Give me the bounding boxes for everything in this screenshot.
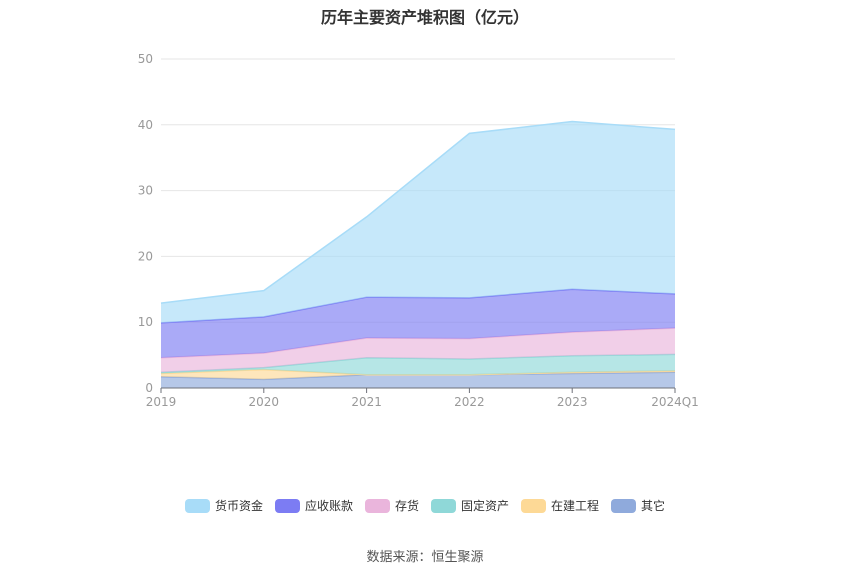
legend-item[interactable]: 应收账款 bbox=[274, 497, 353, 514]
legend-swatch bbox=[521, 498, 547, 513]
legend-item[interactable]: 存货 bbox=[364, 497, 419, 514]
legend-item[interactable]: 固定资产 bbox=[431, 497, 509, 514]
x-tick-label: 2019 bbox=[146, 395, 177, 409]
data-source-text: 数据来源：恒生聚源 bbox=[366, 550, 484, 565]
chart-legend: 货币资金 应收账款 存货 固定资产 在建工程 其它 bbox=[0, 497, 850, 514]
x-tick-label: 2021 bbox=[351, 395, 382, 409]
legend-swatch bbox=[184, 498, 210, 513]
y-tick-label: 10 bbox=[138, 315, 153, 329]
area-series-固定资产 bbox=[161, 354, 675, 375]
chart-title: 历年主要资产堆积图（亿元） bbox=[320, 8, 529, 27]
legend-label: 在建工程 bbox=[551, 499, 600, 513]
legend-label: 应收账款 bbox=[304, 499, 353, 513]
y-tick-label: 50 bbox=[138, 52, 153, 66]
x-tick-label: 2024Q1 bbox=[651, 395, 699, 409]
legend-swatch bbox=[364, 498, 390, 513]
legend-swatch bbox=[274, 498, 300, 513]
area-series-在建工程 bbox=[161, 369, 675, 380]
legend-item[interactable]: 货币资金 bbox=[184, 497, 263, 514]
x-tick-label: 2020 bbox=[249, 395, 280, 409]
y-tick-label: 20 bbox=[138, 249, 153, 263]
legend-item[interactable]: 在建工程 bbox=[521, 497, 599, 514]
area-series-应收账款 bbox=[161, 289, 675, 358]
legend-label: 固定资产 bbox=[461, 499, 510, 513]
area-series-group bbox=[160, 120, 676, 388]
area-line-货币资金 bbox=[160, 120, 676, 304]
x-axis-ticks: 2019 2020 2021 2022 2023 2024Q1 bbox=[146, 388, 699, 409]
legend-item[interactable]: 其它 bbox=[611, 497, 665, 514]
y-tick-label: 0 bbox=[145, 381, 153, 395]
x-tick-label: 2023 bbox=[557, 395, 588, 409]
legend-label: 货币资金 bbox=[214, 499, 263, 513]
area-series-存货 bbox=[161, 328, 675, 373]
legend-label: 存货 bbox=[394, 499, 419, 513]
legend-swatch bbox=[431, 498, 456, 513]
legend-swatch bbox=[611, 498, 637, 513]
x-tick-label: 2022 bbox=[454, 395, 485, 409]
y-tick-label: 40 bbox=[138, 118, 153, 132]
y-axis-ticks: 0 10 20 30 40 50 bbox=[138, 52, 153, 395]
area-series-其它 bbox=[161, 372, 675, 388]
legend-label: 其它 bbox=[641, 499, 666, 513]
y-tick-label: 30 bbox=[138, 184, 153, 198]
